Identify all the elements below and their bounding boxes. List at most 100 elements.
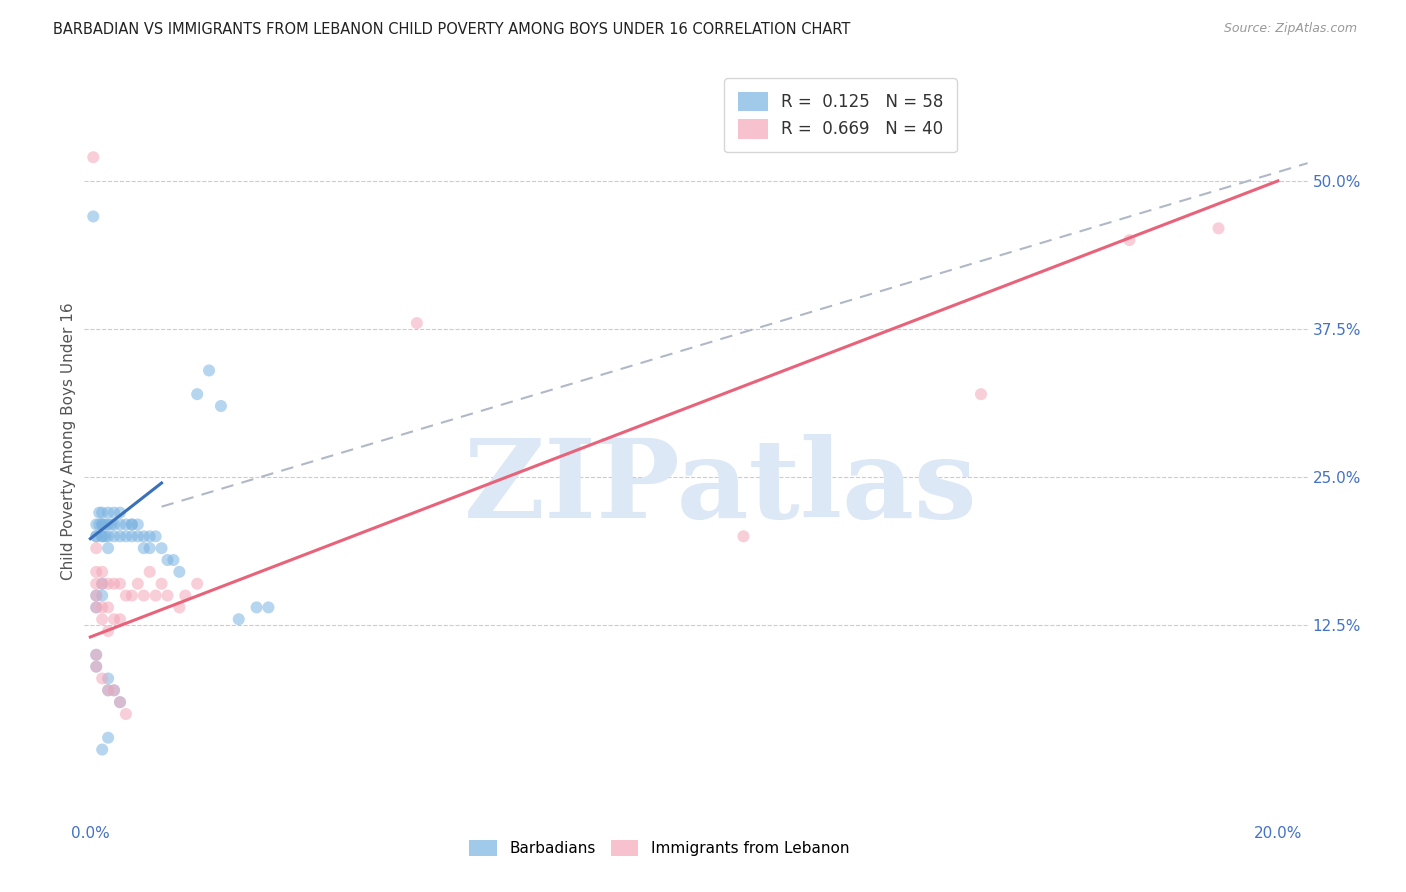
Point [733, 529, 755, 543]
Point [84, 529, 107, 543]
Point [406, 316, 429, 330]
Point [108, 576, 131, 591]
Point [121, 529, 143, 543]
Point [138, 529, 160, 543]
Point [91, 517, 114, 532]
Point [100, 517, 122, 532]
Point [132, 589, 155, 603]
Point [97, 517, 120, 532]
Point [97, 672, 120, 686]
Point [121, 517, 143, 532]
Y-axis label: Child Poverty Among Boys Under 16: Child Poverty Among Boys Under 16 [60, 302, 76, 581]
Point [174, 589, 197, 603]
Point [108, 517, 131, 532]
Point [132, 529, 155, 543]
Point [94, 517, 117, 532]
Point [257, 600, 280, 615]
Point [169, 600, 191, 615]
Point [84, 529, 107, 543]
Point [108, 695, 131, 709]
Point [169, 565, 191, 579]
Point [97, 576, 120, 591]
Point [97, 624, 120, 639]
Point [84, 659, 107, 673]
Point [103, 517, 125, 532]
Point [84, 541, 107, 556]
Point [97, 600, 120, 615]
Point [91, 576, 114, 591]
Point [150, 541, 173, 556]
Point [103, 529, 125, 543]
Point [108, 529, 131, 543]
Point [108, 506, 131, 520]
Point [127, 576, 149, 591]
Point [97, 529, 120, 543]
Point [91, 576, 114, 591]
Point [91, 529, 114, 543]
Point [156, 589, 179, 603]
Point [121, 517, 143, 532]
Text: ZIPatlas: ZIPatlas [464, 434, 977, 541]
Point [91, 506, 114, 520]
Point [91, 612, 114, 626]
Point [108, 695, 131, 709]
Point [91, 600, 114, 615]
Point [186, 576, 208, 591]
Point [115, 517, 138, 532]
Point [121, 589, 143, 603]
Point [127, 517, 149, 532]
Point [145, 529, 167, 543]
Point [84, 600, 107, 615]
Point [91, 529, 114, 543]
Point [91, 742, 114, 756]
Point [97, 506, 120, 520]
Point [84, 565, 107, 579]
Point [84, 648, 107, 662]
Point [97, 731, 120, 745]
Point [97, 683, 120, 698]
Point [84, 517, 107, 532]
Point [91, 589, 114, 603]
Point [138, 541, 160, 556]
Point [103, 576, 125, 591]
Point [156, 553, 179, 567]
Point [132, 541, 155, 556]
Point [970, 387, 993, 401]
Point [145, 589, 167, 603]
Point [84, 589, 107, 603]
Point [1118, 233, 1140, 247]
Point [245, 600, 267, 615]
Point [91, 517, 114, 532]
Point [82, 210, 104, 224]
Point [108, 612, 131, 626]
Point [127, 529, 149, 543]
Point [94, 529, 117, 543]
Point [97, 683, 120, 698]
Point [84, 600, 107, 615]
Point [1208, 221, 1230, 235]
Point [89, 506, 111, 520]
Text: Source: ZipAtlas.com: Source: ZipAtlas.com [1223, 22, 1357, 36]
Point [162, 553, 184, 567]
Point [84, 648, 107, 662]
Point [82, 150, 104, 164]
Point [103, 683, 125, 698]
Point [97, 541, 120, 556]
Point [115, 589, 138, 603]
Point [91, 672, 114, 686]
Point [150, 576, 173, 591]
Point [84, 576, 107, 591]
Point [228, 612, 250, 626]
Point [186, 387, 208, 401]
Text: BARBADIAN VS IMMIGRANTS FROM LEBANON CHILD POVERTY AMONG BOYS UNDER 16 CORRELATI: BARBADIAN VS IMMIGRANTS FROM LEBANON CHI… [53, 22, 851, 37]
Point [103, 612, 125, 626]
Point [103, 683, 125, 698]
Point [209, 399, 232, 413]
Point [115, 529, 138, 543]
Point [138, 565, 160, 579]
Legend: Barbadians, Immigrants from Lebanon: Barbadians, Immigrants from Lebanon [464, 834, 855, 863]
Point [91, 565, 114, 579]
Point [84, 589, 107, 603]
Point [115, 706, 138, 721]
Point [103, 506, 125, 520]
